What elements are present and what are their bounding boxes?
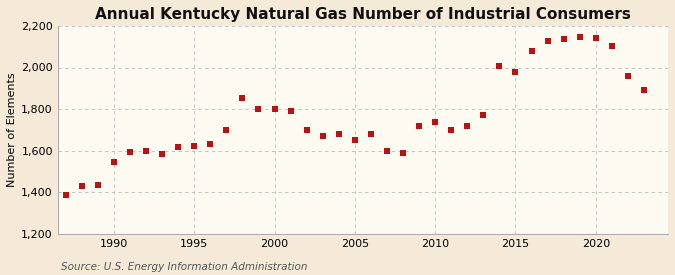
Point: [574, 35, 585, 40]
Point: [510, 70, 521, 74]
Point: [494, 64, 505, 69]
Point: [173, 144, 184, 149]
Point: [286, 109, 296, 113]
Point: [398, 151, 408, 155]
Point: [189, 143, 200, 148]
Point: [478, 113, 489, 117]
Point: [381, 148, 392, 153]
Point: [558, 37, 569, 42]
Point: [414, 123, 425, 128]
Point: [109, 160, 119, 164]
Point: [591, 36, 601, 41]
Point: [76, 184, 87, 188]
Point: [60, 193, 71, 198]
Point: [639, 88, 649, 93]
Point: [221, 128, 232, 132]
Point: [430, 119, 441, 124]
Point: [333, 132, 344, 136]
Point: [253, 107, 264, 111]
Point: [237, 95, 248, 100]
Point: [622, 74, 633, 78]
Point: [606, 43, 617, 48]
Point: [526, 49, 537, 53]
Point: [366, 132, 377, 136]
Point: [301, 128, 312, 132]
Point: [269, 107, 280, 111]
Point: [317, 134, 328, 138]
Point: [462, 123, 472, 128]
Point: [157, 152, 167, 156]
Point: [92, 183, 103, 187]
Text: Source: U.S. Energy Information Administration: Source: U.S. Energy Information Administ…: [61, 262, 307, 272]
Point: [542, 39, 553, 44]
Point: [125, 150, 136, 154]
Point: [350, 138, 360, 142]
Point: [140, 148, 151, 153]
Point: [446, 128, 456, 132]
Point: [205, 142, 216, 147]
Title: Annual Kentucky Natural Gas Number of Industrial Consumers: Annual Kentucky Natural Gas Number of In…: [95, 7, 631, 22]
Y-axis label: Number of Elements: Number of Elements: [7, 73, 17, 187]
